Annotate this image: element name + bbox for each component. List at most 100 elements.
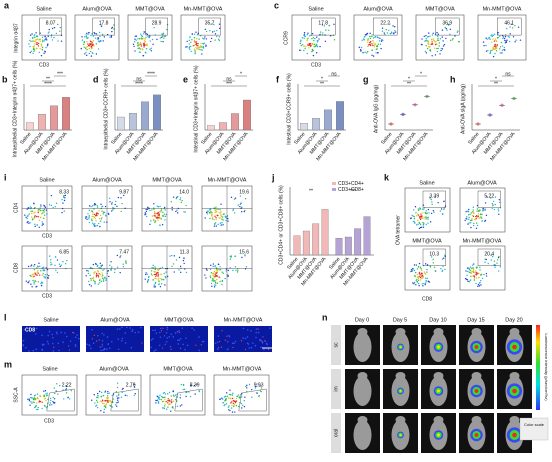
- event-dot: [110, 401, 112, 403]
- event-dot: [156, 395, 158, 397]
- event-dot: [39, 38, 41, 40]
- event-dot: [472, 211, 474, 213]
- event-dot: [30, 401, 32, 403]
- event-dot: [216, 278, 218, 281]
- event-dot: [475, 277, 478, 279]
- event-dot: [43, 398, 46, 400]
- event-dot: [299, 40, 302, 42]
- event-dot: [224, 277, 226, 280]
- event-dot: [494, 47, 497, 49]
- event-dot: [442, 213, 444, 215]
- event-dot: [104, 390, 107, 392]
- event-dot: [32, 401, 34, 403]
- event-dot: [102, 211, 105, 213]
- event-dot: [27, 215, 29, 218]
- event-dot: [202, 46, 204, 48]
- event-dot: [420, 226, 423, 229]
- event-dot: [211, 214, 213, 216]
- event-dot: [415, 280, 417, 282]
- event-dot: [165, 408, 168, 410]
- event-dot: [260, 387, 263, 389]
- nucleus: [101, 332, 104, 335]
- mouse-head: [433, 372, 444, 380]
- event-dot: [417, 277, 420, 279]
- nucleus: [242, 337, 244, 339]
- event-dot: [501, 52, 503, 54]
- sig-label: ***: [226, 81, 232, 87]
- event-dot: [434, 270, 437, 272]
- panel-letter: j: [271, 172, 275, 182]
- event-dot: [502, 36, 505, 38]
- event-dot: [100, 25, 103, 27]
- event-dot: [53, 36, 55, 39]
- event-dot: [91, 41, 93, 44]
- event-dot: [155, 399, 157, 402]
- event-dot: [427, 218, 429, 221]
- event-dot: [492, 38, 494, 40]
- event-dot: [154, 286, 157, 288]
- event-dot: [244, 209, 246, 212]
- nucleus: [198, 336, 200, 338]
- event-dot: [234, 197, 237, 199]
- event-dot: [95, 212, 98, 214]
- event-dot: [430, 39, 433, 41]
- event-dot: [385, 28, 387, 31]
- event-dot: [27, 281, 29, 284]
- event-dot: [431, 43, 434, 45]
- event-dot: [91, 215, 93, 218]
- event-dot: [413, 283, 415, 285]
- event-dot: [230, 402, 232, 404]
- event-dot: [29, 39, 31, 42]
- nucleus: [152, 337, 154, 340]
- event-dot: [91, 205, 94, 207]
- event-dot: [234, 411, 236, 413]
- event-dot: [164, 284, 166, 286]
- event-dot: [115, 405, 118, 407]
- event-dot: [420, 269, 423, 271]
- event-dot: [210, 37, 213, 40]
- event-dot: [227, 217, 229, 220]
- event-dot: [142, 43, 145, 45]
- event-dot: [122, 387, 124, 390]
- event-dot: [105, 215, 107, 217]
- nucleus: [150, 339, 153, 341]
- event-dot: [91, 44, 94, 47]
- event-dot: [485, 214, 488, 217]
- nucleus: [106, 336, 109, 338]
- event-dot: [441, 270, 443, 273]
- event-dot: [445, 37, 447, 40]
- event-dot: [163, 213, 166, 215]
- event-dot: [155, 402, 157, 404]
- bar: [324, 109, 332, 131]
- event-dot: [421, 208, 424, 210]
- event-dot: [115, 390, 118, 393]
- nucleus: [41, 349, 44, 352]
- event-dot: [108, 400, 110, 402]
- event-dot: [234, 400, 236, 403]
- event-dot: [376, 52, 379, 54]
- event-dot: [222, 401, 224, 404]
- event-dot: [509, 26, 511, 28]
- event-dot: [491, 202, 494, 205]
- event-dot: [171, 265, 173, 268]
- event-dot: [369, 41, 371, 44]
- event-dot: [472, 209, 475, 211]
- event-dot: [86, 49, 88, 51]
- event-dot: [104, 205, 107, 208]
- event-dot: [111, 30, 113, 33]
- event-dot: [31, 33, 33, 35]
- event-dot: [508, 36, 511, 38]
- event-dot: [37, 45, 40, 47]
- event-dot: [33, 281, 35, 284]
- event-dot: [145, 36, 147, 39]
- event-dot: [442, 40, 444, 42]
- event-dot: [443, 257, 445, 259]
- nucleus: [263, 348, 265, 351]
- event-dot: [418, 227, 421, 230]
- event-dot: [109, 201, 111, 203]
- event-dot: [140, 43, 142, 46]
- event-dot: [422, 208, 425, 210]
- event-dot: [379, 37, 381, 40]
- event-dot: [200, 42, 202, 45]
- event-dot: [66, 259, 68, 262]
